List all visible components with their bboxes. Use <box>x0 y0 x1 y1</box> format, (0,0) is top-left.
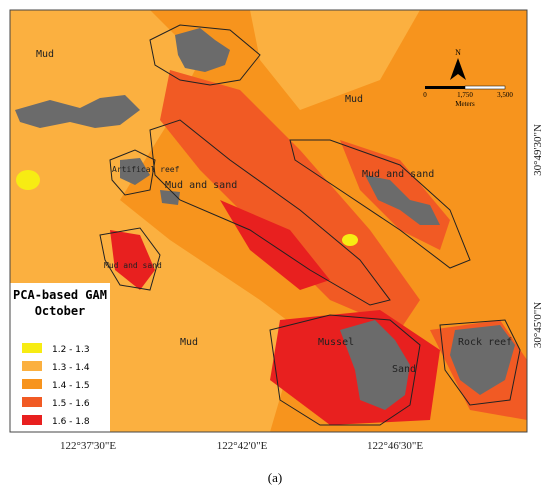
island <box>120 158 150 185</box>
boundary <box>439 319 521 406</box>
area-label: Artifical reef <box>112 165 180 174</box>
boundary <box>269 314 421 426</box>
island <box>365 175 440 225</box>
zone-light <box>10 10 200 260</box>
legend-swatch <box>22 379 42 389</box>
area-label: Mud <box>36 49 54 60</box>
scale-label: 3,500 <box>497 91 513 99</box>
lon-label: 122°46'30"E <box>367 440 423 452</box>
legend-label: 1.5 - 1.6 <box>52 399 90 409</box>
scale-unit: Meters <box>455 100 475 108</box>
lat-label: 30°45'0"N <box>532 302 544 348</box>
scale-bar <box>425 86 465 89</box>
area-label: Mud and sand <box>362 169 434 180</box>
legend-label: 1.6 - 1.8 <box>52 417 90 427</box>
area-label: Mud <box>345 94 363 105</box>
zone-low <box>342 234 358 246</box>
area-label: Mud and sand <box>104 261 162 270</box>
legend-swatch <box>22 361 42 371</box>
island <box>175 28 230 72</box>
legend-swatch <box>22 397 42 407</box>
legend-title: PCA-based GAM <box>13 288 107 302</box>
lat-label: 30°49'30"N <box>532 124 544 176</box>
lon-label: 122°37'30"E <box>60 440 116 452</box>
legend-swatch <box>22 415 42 425</box>
north-label: N <box>455 48 461 57</box>
island <box>15 95 140 128</box>
caption: (a) <box>268 470 282 485</box>
area-label: Mussel <box>318 337 354 348</box>
zone-max <box>220 200 330 290</box>
zone-high <box>160 70 420 330</box>
zone-low <box>16 170 40 190</box>
legend-subtitle: October <box>35 304 86 318</box>
area-label: Rock reef <box>458 337 512 348</box>
island <box>340 320 410 410</box>
legend-label: 1.3 - 1.4 <box>52 363 90 373</box>
north-arrow <box>450 58 466 80</box>
area-label: Mud and sand <box>165 180 237 191</box>
zone-light <box>250 10 420 110</box>
legend-label: 1.2 - 1.3 <box>52 345 90 355</box>
boundary <box>149 119 391 306</box>
scale-label: 1,750 <box>457 91 473 99</box>
boundary <box>99 227 161 291</box>
boundary <box>289 139 471 269</box>
legend-swatch <box>22 343 42 353</box>
boundary <box>109 149 156 196</box>
area-label: Mud <box>180 337 198 348</box>
scale-label: 0 <box>423 91 427 99</box>
island <box>450 325 515 395</box>
area-label: Sand <box>392 364 416 375</box>
map-frame <box>9 9 528 433</box>
lon-label: 122°42'0"E <box>217 440 268 452</box>
legend-label: 1.4 - 1.5 <box>52 381 90 391</box>
legend <box>10 283 110 432</box>
boundary <box>149 24 261 86</box>
scale-bar <box>464 85 506 90</box>
island <box>160 190 180 205</box>
zone-max <box>110 230 155 290</box>
